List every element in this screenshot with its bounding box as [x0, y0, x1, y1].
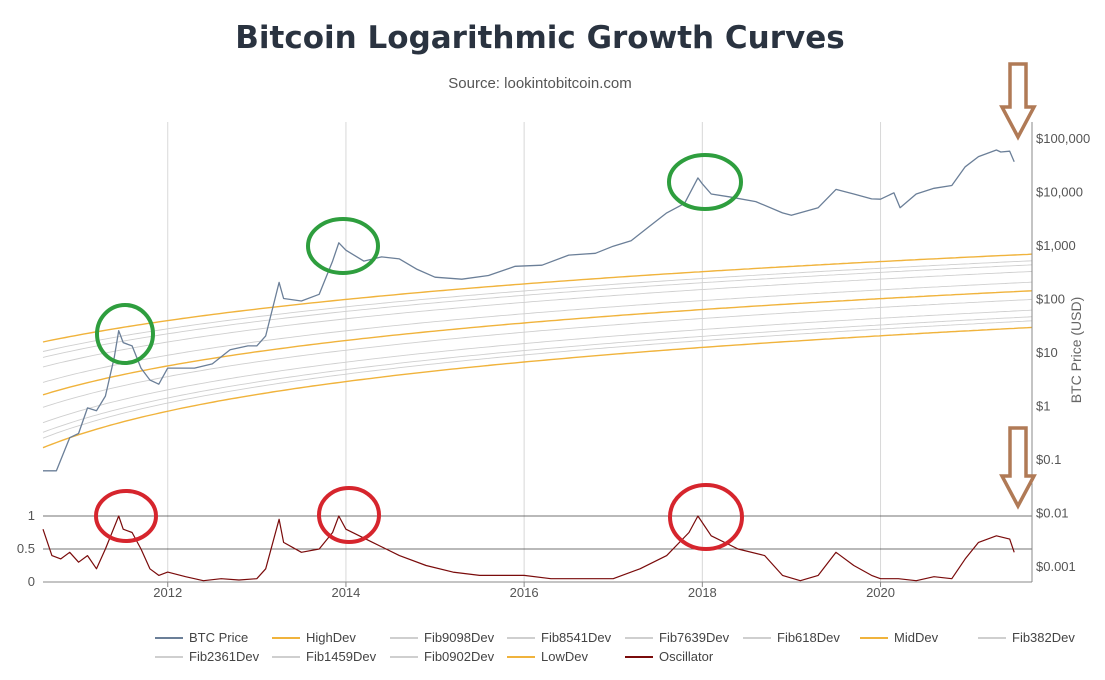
x-tick-label-2014: 2014	[331, 585, 360, 600]
legend-item-oscillator: Oscillator	[625, 649, 714, 664]
legend-item-highdev: HighDev	[272, 630, 356, 645]
legend-label: HighDev	[306, 630, 356, 645]
btc-price-line	[43, 149, 1015, 472]
legend-item-fib8541dev: Fib8541Dev	[507, 630, 612, 645]
axes: 2012 2014 2016 2018 2020 $100,000 $10,000 $1,00…	[43, 122, 1090, 600]
oscillator-tick-label: 0.5	[17, 541, 35, 556]
legend-item-fib618dev: Fib618Dev	[743, 630, 840, 645]
chart-title: Bitcoin Logarithmic Growth Curves	[235, 20, 844, 56]
legend-label: BTC Price	[189, 630, 248, 645]
legend-item-fib2361dev: Fib2361Dev	[155, 649, 260, 664]
oscillator-panel: 10.50	[17, 508, 1032, 589]
curve-fib7639dev	[42, 271, 1033, 368]
y-tick-label: $0.1	[1036, 452, 1061, 467]
price-peak-circle-2	[306, 217, 380, 275]
x-tick-label-2018: 2018	[688, 585, 717, 600]
oscillator-peak-circle-1	[94, 489, 158, 543]
legend-label: Fib618Dev	[777, 630, 840, 645]
legend-item-middev: MidDev	[860, 630, 939, 645]
oscillator-down-arrow-icon	[999, 426, 1037, 510]
y-tick-label: $10,000	[1036, 185, 1083, 200]
legend-label: Fib7639Dev	[659, 630, 730, 645]
legend: BTC Price HighDev Fib9098Dev Fib8541Dev Fib7…	[155, 630, 1075, 664]
curve-fib618dev	[42, 281, 1033, 383]
legend-label: Fib8541Dev	[541, 630, 612, 645]
legend-item-fib9098dev: Fib9098Dev	[390, 630, 495, 645]
oscillator-peak-circle-2	[317, 486, 381, 544]
curve-highdev	[42, 253, 1033, 343]
oscillator-peak-circle-3	[668, 483, 744, 551]
x-tick-label-2016: 2016	[510, 585, 539, 600]
curve-fib1459dev	[42, 316, 1033, 433]
y-tick-label: $0.001	[1036, 559, 1076, 574]
legend-label: Fib1459Dev	[306, 649, 377, 664]
curve-fib382dev	[42, 298, 1033, 408]
y-axis-title: BTC Price (USD)	[1068, 297, 1084, 404]
growth-curves	[42, 253, 1033, 449]
curve-fib9098dev	[42, 260, 1033, 352]
y-tick-label: $10	[1036, 345, 1058, 360]
legend-item-fib382dev: Fib382Dev	[978, 630, 1075, 645]
y-tick-label: $0.01	[1036, 505, 1069, 520]
legend-item-fib0902dev: Fib0902Dev	[390, 649, 495, 664]
legend-label: Fib9098Dev	[424, 630, 495, 645]
legend-label: LowDev	[541, 649, 588, 664]
chart-subtitle: Source: lookintobitcoin.com	[448, 75, 631, 92]
annotations	[94, 62, 1037, 551]
legend-item-fib7639dev: Fib7639Dev	[625, 630, 730, 645]
oscillator-line	[42, 515, 1015, 582]
y-tick-label: $100,000	[1036, 131, 1090, 146]
y-tick-label: $1,000	[1036, 238, 1076, 253]
legend-item-fib1459dev: Fib1459Dev	[272, 649, 377, 664]
gridlines	[167, 122, 882, 582]
price-peak-circle-1	[95, 303, 155, 365]
price-peak-circle-3	[667, 153, 743, 211]
curve-fib8541dev	[42, 264, 1033, 358]
curve-middev	[42, 290, 1033, 396]
x-tick-label-2020: 2020	[866, 585, 895, 600]
legend-item-lowdev: LowDev	[507, 649, 588, 664]
curve-fib0902dev	[42, 320, 1033, 439]
legend-label: Fib0902Dev	[424, 649, 495, 664]
y-tick-label: $1	[1036, 398, 1050, 413]
x-tick-label-2012: 2012	[153, 585, 182, 600]
y-tick-label: $100	[1036, 292, 1065, 307]
curve-lowdev	[42, 326, 1033, 449]
legend-label: Oscillator	[659, 649, 714, 664]
btc-price-series	[43, 149, 1015, 472]
legend-item-btc-price: BTC Price	[155, 630, 248, 645]
curve-fib2361dev	[42, 309, 1033, 424]
oscillator-tick-label: 0	[28, 574, 35, 589]
price-down-arrow-icon	[999, 62, 1037, 141]
oscillator-tick-label: 1	[28, 508, 35, 523]
legend-label: Fib382Dev	[1012, 630, 1075, 645]
legend-label: Fib2361Dev	[189, 649, 260, 664]
legend-label: MidDev	[894, 630, 939, 645]
